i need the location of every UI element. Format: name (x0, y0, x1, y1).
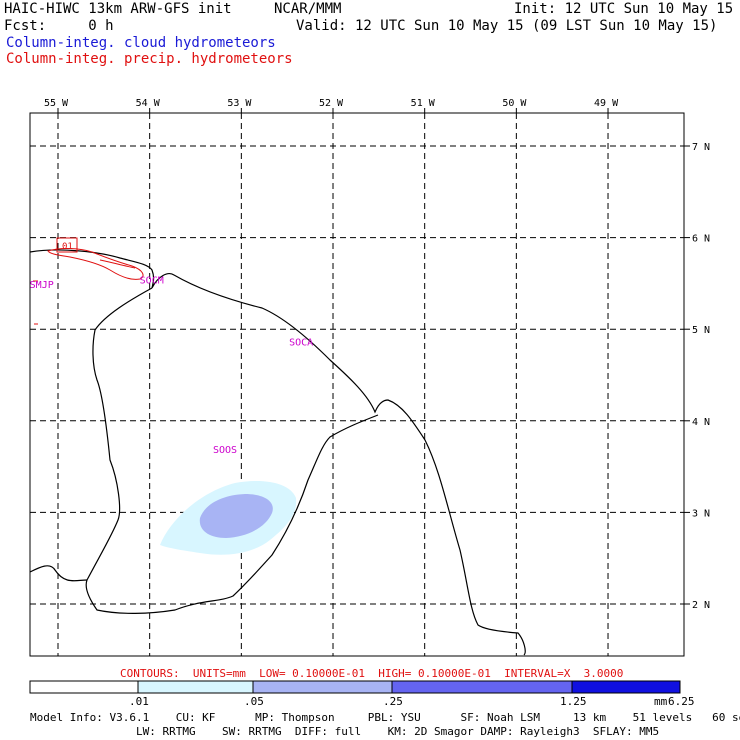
forecast-hour: Fcst: 0 h (4, 18, 114, 34)
lon-label: 49 W (594, 98, 619, 109)
box-label: 01 (62, 242, 73, 252)
model-info-line1: Model Info: V3.6.1 CU: KF MP: Thompson P… (30, 711, 740, 724)
colorbar-segment (29, 680, 139, 694)
station-smjp: SMJP (30, 280, 54, 291)
legend-cloud: Column-integ. cloud hydrometeors (6, 35, 276, 51)
lat-label: 6 N (692, 234, 710, 245)
lon-label: 53 W (227, 98, 252, 109)
legend-precip: Column-integ. precip. hydrometeors (6, 51, 293, 67)
colorbar-tick: 1.25 (560, 695, 587, 708)
colorbar-segment (252, 680, 393, 694)
model-title: HAIC-HIWC 13km ARW-GFS init (4, 1, 232, 17)
latitude-labels: 7 N 6 N 5 N 4 N 3 N 2 N (684, 142, 710, 611)
lon-label: 54 W (136, 98, 161, 109)
colorbar: .01 .05 .25 1.25 6.25 (29, 680, 695, 708)
lon-label: 52 W (319, 98, 344, 109)
colorbar-segment (391, 680, 573, 694)
precip-contour-inner (99, 259, 136, 269)
organization: NCAR/MMM (274, 1, 342, 17)
border-west (85, 287, 379, 614)
station-soca: SOCA (289, 338, 313, 349)
colorbar-segment (137, 680, 254, 694)
station-soos: SOOS (213, 445, 237, 456)
contours-info: CONTOURS: UNITS=mm LOW= 0.10000E-01 HIGH… (120, 667, 624, 680)
colorbar-segment (571, 680, 681, 694)
graticule (30, 113, 684, 656)
colorbar-tick: .05 (244, 695, 264, 708)
station-socm: SOCM (140, 275, 164, 286)
lat-label: 3 N (692, 508, 710, 519)
cloud-shading-mid (199, 494, 273, 538)
colorbar-tick: 6.25 (668, 695, 695, 708)
lat-label: 2 N (692, 600, 710, 611)
valid-time: Valid: 12 UTC Sun 10 May 15 (09 LST Sun … (296, 18, 718, 34)
coastline (29, 249, 526, 656)
border-southwest (29, 565, 88, 582)
colorbar-tick: .25 (383, 695, 403, 708)
model-info-line2: LW: RRTMG SW: RRTMG DIFF: full KM: 2D Sm… (30, 725, 660, 738)
precip-contour (47, 248, 144, 280)
station-labels: SMJP SOCM SOCA SOOS (30, 275, 314, 455)
colorbar-tick: .01 (129, 695, 149, 708)
lat-label: 4 N (692, 417, 710, 428)
lon-label: 51 W (411, 98, 436, 109)
lat-label: 5 N (692, 325, 710, 336)
lat-label: 7 N (692, 142, 710, 153)
init-time: Init: 12 UTC Sun 10 May 15 (514, 1, 734, 17)
colorbar-units: mm (654, 695, 668, 708)
longitude-labels: 55 W 54 W 53 W 52 W 51 W 50 W 49 W (44, 98, 619, 113)
box-01 (56, 237, 78, 253)
lon-label: 50 W (502, 98, 527, 109)
map-frame (29, 112, 685, 657)
lon-label: 55 W (44, 98, 69, 109)
